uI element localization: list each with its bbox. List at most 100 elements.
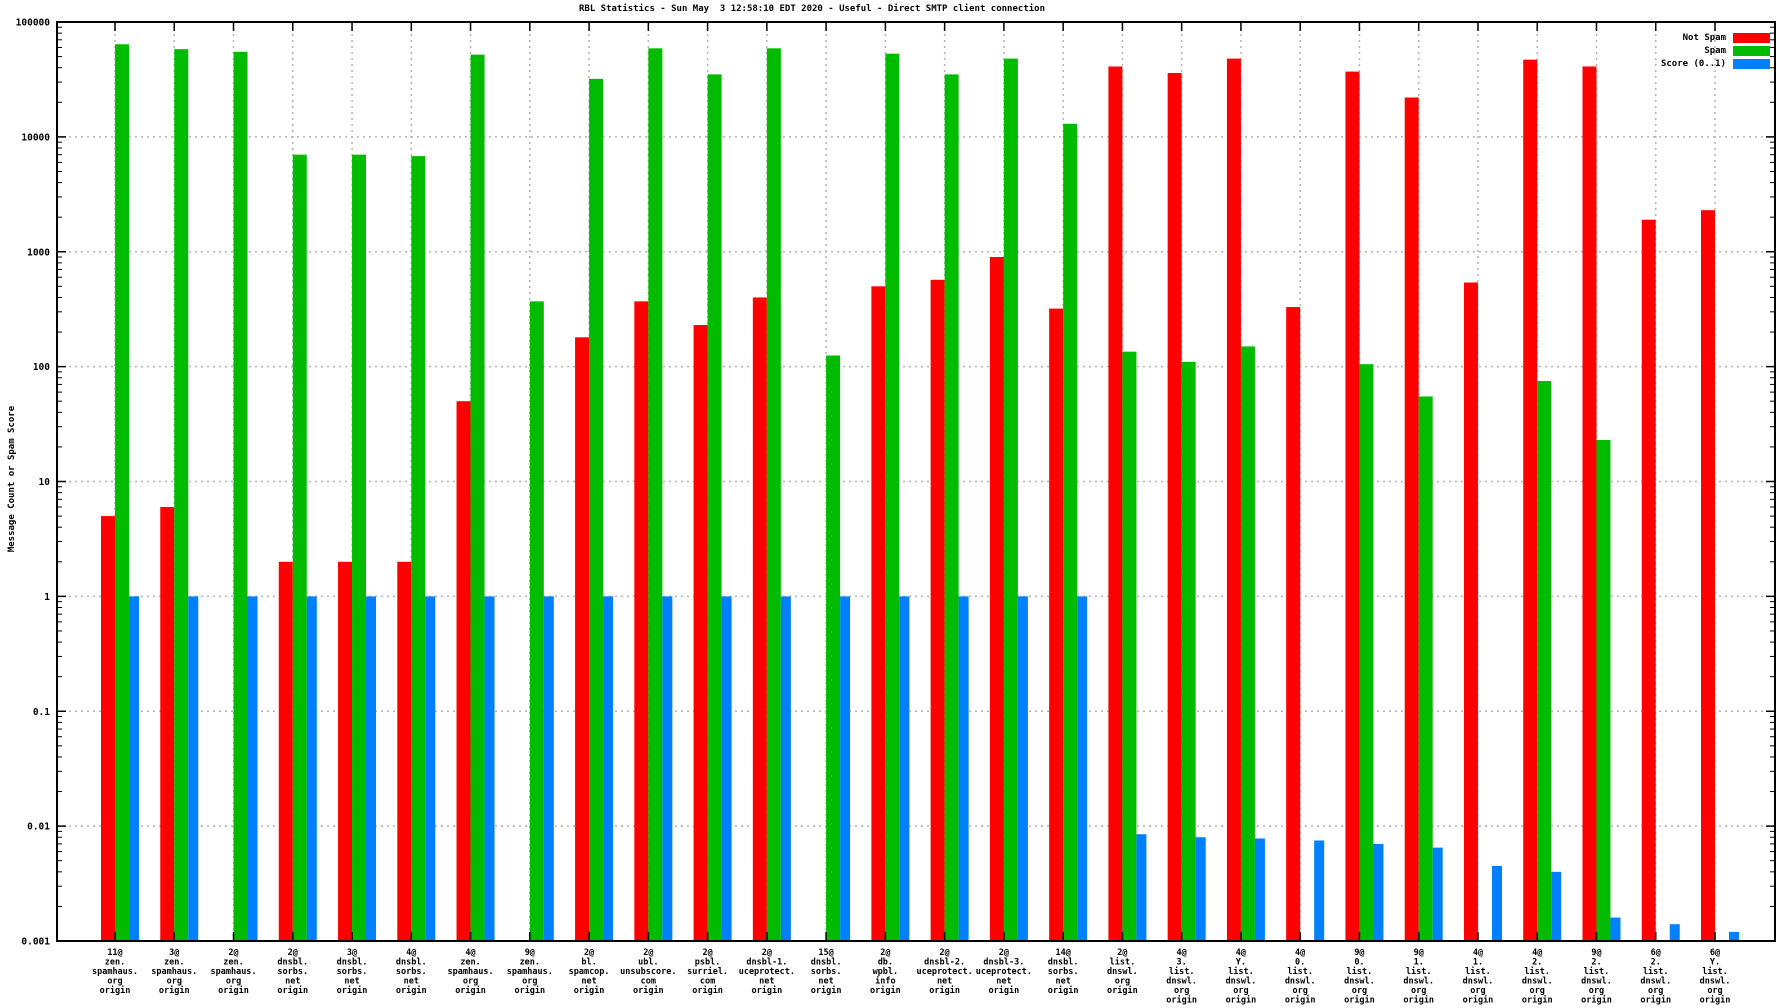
x-category-label: dnswl. [1640, 977, 1671, 987]
x-category-label: origin [1107, 985, 1138, 996]
y-tick-label: 0.1 [33, 707, 50, 718]
x-category-label: org [1530, 986, 1545, 996]
bar-not-spam-28 [1701, 210, 1715, 941]
x-category-label: surriel. [687, 966, 728, 977]
x-category-label: 2@ [288, 948, 298, 958]
x-category-label: 6@ [1651, 948, 1661, 958]
bar-not-spam-23 [1404, 97, 1419, 942]
x-category-label: Y. [1710, 958, 1720, 968]
x-category-label: net [759, 977, 774, 987]
x-category-label: list. [1406, 966, 1432, 977]
x-category-label: net [404, 977, 419, 987]
legend-item-not-spam: Not Spam [1661, 31, 1770, 44]
x-category-label: org [1174, 986, 1189, 996]
x-category-label: 4@ [406, 948, 416, 958]
x-category-label: origin [1285, 995, 1316, 1006]
bar-not-spam-11 [693, 325, 708, 941]
bar-score-11 [721, 596, 732, 941]
x-category-label: org [226, 977, 241, 987]
bar-score-13 [840, 596, 851, 941]
bar-not-spam-10 [634, 301, 649, 942]
x-category-label: 4@ [465, 948, 475, 958]
bar-not-spam-19 [1167, 72, 1182, 942]
bar-score-23 [1432, 847, 1443, 941]
bar-not-spam-22 [1345, 71, 1360, 941]
bar-spam-2 [174, 49, 189, 941]
x-category-label: 2@ [584, 948, 594, 958]
x-category-label: 9@ [1414, 948, 1424, 958]
x-category-label: origin [159, 985, 190, 996]
bar-score-14 [899, 596, 910, 941]
bar-score-7 [484, 596, 495, 941]
x-category-label: unsubscore. [620, 967, 676, 977]
x-category-label: zen. [164, 958, 184, 968]
x-category-label: 0. [1295, 958, 1305, 968]
x-category-label: 2. [1651, 958, 1661, 968]
x-category-label: 14@ [1055, 948, 1070, 958]
bar-spam-10 [648, 48, 663, 942]
bar-score-27 [1669, 924, 1680, 941]
bar-spam-6 [411, 156, 426, 941]
legend-item-spam: Spam [1661, 44, 1770, 57]
x-category-label: dnsbl-2. [924, 958, 965, 968]
legend-swatch-score [1733, 58, 1770, 69]
x-category-label: 15@ [818, 948, 833, 958]
bar-score-20 [1254, 838, 1265, 941]
y-axis-label: Message Count or Spam Score [7, 405, 17, 553]
x-category-label: spamhaus. [448, 967, 494, 977]
bar-spam-7 [470, 54, 485, 941]
bar-spam-18 [1122, 351, 1137, 941]
x-category-label: org [1589, 986, 1604, 996]
x-category-label: origin [929, 985, 960, 996]
bar-not-spam-18 [1108, 66, 1123, 942]
bar-score-6 [425, 596, 436, 941]
bar-not-spam-21 [1286, 307, 1301, 942]
x-category-label: sorbs. [396, 967, 427, 977]
x-category-label: dnswl. [1107, 967, 1138, 977]
x-category-label: sorbs. [811, 967, 842, 977]
x-category-label: 9@ [1591, 948, 1601, 958]
x-category-label: 9@ [525, 948, 535, 958]
x-category-label: spamhaus. [92, 967, 138, 977]
bar-score-17 [1077, 596, 1088, 941]
x-category-label: origin [277, 985, 308, 996]
x-category-label: origin [811, 985, 842, 996]
bar-not-spam-7 [456, 401, 471, 941]
x-category-label: ubl. [638, 958, 658, 968]
bar-spam-12 [766, 48, 781, 942]
x-category-label: 2@ [643, 948, 653, 958]
bar-not-spam-1 [101, 516, 115, 941]
x-category-label: 4@ [1473, 948, 1483, 958]
x-category-label: 2@ [228, 948, 238, 958]
x-category-label: dnsbl. [277, 958, 308, 968]
x-category-label: dnsbl. [811, 958, 842, 968]
x-category-label: origin [1048, 985, 1079, 996]
bar-score-2 [188, 596, 199, 941]
x-category-label: dnswl. [1285, 977, 1316, 987]
bar-spam-23 [1418, 396, 1433, 942]
x-category-label: origin [100, 985, 131, 996]
y-tick-label: 1 [44, 592, 50, 603]
x-category-label: org [522, 977, 537, 987]
x-category-label: origin [1166, 995, 1197, 1006]
x-category-label: list. [1228, 966, 1254, 977]
x-category-label: sorbs. [1048, 967, 1079, 977]
x-category-label: origin [337, 985, 368, 996]
legend-label-not-spam: Not Spam [1682, 32, 1726, 43]
bar-spam-15 [944, 74, 959, 941]
bar-score-10 [662, 596, 673, 941]
x-category-label: sorbs. [337, 967, 368, 977]
x-category-label: 2@ [702, 948, 712, 958]
x-category-label: uceprotect. [976, 967, 1032, 977]
x-category-label: origin [1226, 995, 1257, 1006]
x-category-label: list. [1347, 966, 1373, 977]
x-category-label: list. [1287, 966, 1313, 977]
x-category-label: zen. [520, 958, 540, 968]
x-category-label: bl. [581, 958, 596, 968]
x-category-label: dnsbl-1. [746, 958, 787, 968]
x-category-label: com [700, 977, 715, 987]
x-category-label: origin [455, 985, 486, 996]
bar-spam-4 [292, 154, 307, 941]
x-category-label: org [1293, 986, 1308, 996]
y-tick-label: 10000 [21, 132, 50, 143]
